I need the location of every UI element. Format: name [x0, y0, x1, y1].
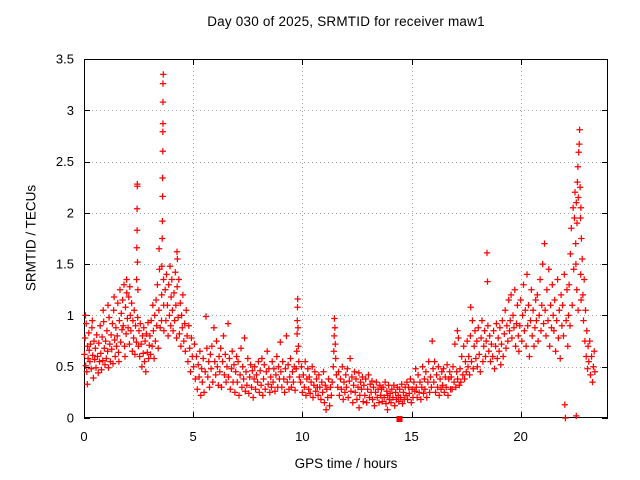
x-tick-label: 15	[404, 429, 418, 444]
x-tick-label: 0	[80, 429, 87, 444]
y-tick-label: 0.5	[56, 359, 74, 374]
y-tick-label: 3	[67, 103, 74, 118]
x-axis-label: GPS time / hours	[294, 456, 398, 471]
y-tick-label: 1.5	[56, 257, 74, 272]
y-tick-label: 1	[67, 308, 74, 323]
x-tick-label: 5	[190, 429, 197, 444]
x-tick-label: 10	[295, 429, 309, 444]
x-tick-label: 20	[513, 429, 527, 444]
y-tick-label: 3.5	[56, 52, 74, 67]
axes-border	[84, 59, 608, 419]
tick-labels: 0 5 10 15 20 0 0.5 1 1.5 2 2.5 3 3.5	[56, 52, 528, 445]
y-tick-label: 0	[67, 411, 74, 426]
y-tick-label: 2	[67, 205, 74, 220]
chart-title: Day 030 of 2025, SRMTID for receiver maw…	[207, 14, 485, 29]
scatter-points	[81, 71, 599, 422]
flagged-square-marker	[396, 416, 403, 423]
y-tick-label: 2.5	[56, 154, 74, 169]
